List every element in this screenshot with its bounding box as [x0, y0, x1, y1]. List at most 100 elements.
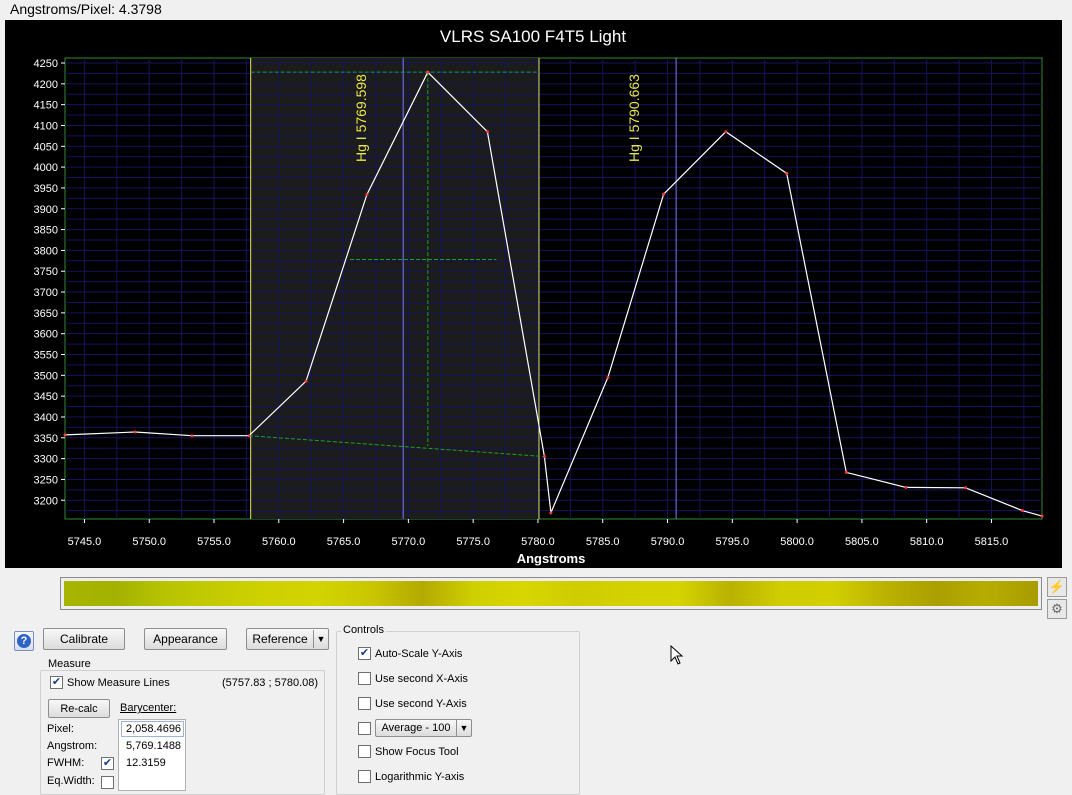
reference-line-label: Hg I 5769.598 [353, 74, 369, 162]
x-tick-label: 5810.0 [910, 536, 944, 548]
data-point [964, 486, 968, 490]
focus-tool-checkbox[interactable] [358, 745, 371, 758]
measure-group-title: Measure [46, 658, 93, 670]
data-point [785, 171, 789, 175]
data-point [304, 379, 308, 383]
spectrum-chart[interactable]: VLRS SA100 F4T5 Light Hg I 5769.598 Hg I 5… [5, 20, 1062, 568]
pixel-label: Pixel: [47, 723, 74, 735]
data-point [904, 485, 908, 489]
selection-region [250, 58, 539, 519]
data-point [549, 511, 553, 515]
focus-tool-option[interactable]: Show Focus Tool [358, 745, 459, 758]
fwhm-value: 12.3159 [126, 757, 166, 769]
log-y-checkbox[interactable] [358, 770, 371, 783]
reference-line-label: Hg I 5790.663 [626, 74, 642, 162]
controls-group-title: Controls [341, 624, 386, 636]
lightning-icon[interactable]: ⚡ [1047, 577, 1067, 597]
eqwidth-label: Eq.Width: [47, 775, 95, 787]
auto-scale-option[interactable]: ✔ Auto-Scale Y-Axis [358, 647, 462, 660]
data-point [133, 430, 137, 434]
fwhm-label: FWHM: [47, 757, 85, 769]
x-tick-label: 5745.0 [68, 536, 102, 548]
y-tick-label: 3250 [34, 474, 58, 486]
y-tick-label: 3550 [34, 350, 58, 362]
recalc-button[interactable]: Re-calc [48, 699, 110, 718]
measure-baseline [248, 435, 545, 458]
angstrom-value: 5,769.1488 [126, 740, 182, 752]
x-tick-label: 5750.0 [132, 536, 166, 548]
x-tick-label: 5785.0 [586, 536, 620, 548]
show-measure-lines-option[interactable]: ✔ Show Measure Lines [50, 676, 170, 689]
data-point [365, 193, 369, 197]
help-icon: ? [17, 634, 31, 648]
x-tick-label: 5805.0 [845, 536, 879, 548]
x-tick-label: 5760.0 [262, 536, 296, 548]
average-checkbox[interactable] [358, 721, 371, 735]
second-y-checkbox[interactable] [358, 697, 371, 710]
angstroms-per-pixel-readout: Angstroms/Pixel: 4.3798 [10, 1, 162, 17]
data-point [542, 455, 546, 459]
spectrum-strip [60, 577, 1042, 610]
log-y-label: Logarithmic Y-axis [375, 770, 465, 783]
x-tick-label: 5780.0 [521, 536, 555, 548]
show-measure-lines-label: Show Measure Lines [67, 676, 170, 689]
average-dropdown[interactable]: Average - 100 ▼ [375, 719, 472, 737]
y-tick-label: 3850 [34, 225, 58, 237]
x-tick-label: 5755.0 [197, 536, 231, 548]
gear-icon[interactable]: ⚙ [1047, 599, 1067, 619]
average-dropdown-value: Average - 100 [381, 722, 451, 734]
chart-title: VLRS SA100 F4T5 Light [440, 27, 626, 46]
second-x-checkbox[interactable] [358, 672, 371, 685]
average-option[interactable]: Average - 100 ▼ [358, 719, 472, 737]
y-tick-label: 3750 [34, 266, 58, 278]
data-point [724, 130, 728, 134]
x-tick-label: 5765.0 [327, 536, 361, 548]
x-tick-label: 5800.0 [780, 536, 814, 548]
x-tick-label: 5790.0 [651, 536, 685, 548]
reference-button[interactable]: Reference ▼ [246, 628, 329, 650]
y-tick-label: 3200 [34, 495, 58, 507]
x-axis-label: Angstroms [517, 551, 586, 566]
auto-scale-label: Auto-Scale Y-Axis [375, 647, 463, 660]
second-x-option[interactable]: Use second X-Axis [358, 672, 468, 685]
second-y-label: Use second Y-Axis [375, 697, 467, 710]
help-button[interactable]: ? [14, 631, 34, 651]
fwhm-checkbox[interactable]: ✔ [101, 757, 114, 770]
x-tick-label: 5770.0 [392, 536, 426, 548]
y-tick-label: 4250 [34, 58, 58, 70]
y-tick-label: 4200 [34, 79, 58, 91]
x-tick-label: 5775.0 [456, 536, 490, 548]
chevron-down-icon[interactable]: ▼ [316, 634, 326, 644]
plot-area [64, 57, 1043, 520]
x-tick-label: 5815.0 [975, 536, 1009, 548]
reference-label: Reference [252, 632, 308, 646]
pixel-value-field[interactable]: 2,058.4696 [121, 721, 184, 737]
eqwidth-checkbox[interactable] [101, 776, 114, 789]
y-tick-label: 3300 [34, 454, 58, 466]
appearance-button[interactable]: Appearance [144, 628, 227, 650]
y-tick-label: 3450 [34, 391, 58, 403]
second-x-label: Use second X-Axis [375, 672, 468, 685]
barycenter-label: Barycenter: [120, 702, 177, 714]
calibrate-button[interactable]: Calibrate [43, 628, 125, 650]
y-tick-label: 3900 [34, 204, 58, 216]
y-tick-label: 4150 [34, 100, 58, 112]
data-point [1040, 514, 1044, 518]
second-y-option[interactable]: Use second Y-Axis [358, 697, 467, 710]
y-tick-label: 3700 [34, 287, 58, 299]
y-tick-label: 3500 [34, 370, 58, 382]
log-y-option[interactable]: Logarithmic Y-axis [358, 770, 464, 783]
auto-scale-checkbox[interactable]: ✔ [358, 647, 371, 660]
show-measure-lines-checkbox[interactable]: ✔ [50, 676, 63, 689]
angstrom-label: Angstrom: [47, 740, 98, 752]
y-tick-label: 3950 [34, 183, 58, 195]
y-tick-label: 3400 [34, 412, 58, 424]
chevron-down-icon[interactable]: ▼ [459, 723, 469, 733]
chart-svg[interactable]: VLRS SA100 F4T5 Light Hg I 5769.598 Hg I 5… [5, 20, 1062, 568]
data-point [662, 192, 666, 196]
y-tick-label: 4100 [34, 120, 58, 132]
data-point [247, 434, 251, 438]
data-point [606, 375, 610, 379]
measure-values-box [118, 719, 186, 791]
data-point [485, 130, 489, 134]
